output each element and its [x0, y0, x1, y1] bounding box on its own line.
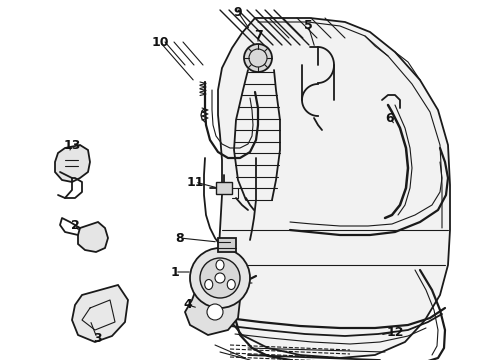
Text: 2: 2: [71, 219, 79, 231]
Circle shape: [207, 304, 223, 320]
Text: 10: 10: [151, 36, 169, 49]
Text: 13: 13: [63, 139, 81, 152]
Text: 5: 5: [304, 18, 313, 32]
Polygon shape: [185, 285, 240, 335]
Ellipse shape: [227, 279, 235, 289]
Circle shape: [215, 273, 225, 283]
Text: 1: 1: [171, 266, 179, 279]
Circle shape: [244, 44, 272, 72]
Text: 9: 9: [234, 5, 243, 18]
Polygon shape: [218, 18, 450, 358]
Text: 6: 6: [386, 112, 394, 125]
Text: 8: 8: [176, 231, 184, 244]
Circle shape: [200, 258, 240, 298]
Bar: [218, 238, 236, 252]
Ellipse shape: [205, 279, 213, 289]
Text: 3: 3: [93, 332, 101, 345]
Polygon shape: [55, 145, 90, 182]
Ellipse shape: [216, 260, 224, 270]
Text: 11: 11: [186, 176, 204, 189]
Circle shape: [190, 248, 250, 308]
Text: 12: 12: [386, 325, 404, 338]
Bar: [216, 182, 232, 194]
Text: 4: 4: [184, 298, 193, 311]
Text: 7: 7: [254, 28, 262, 41]
Polygon shape: [72, 285, 128, 342]
Polygon shape: [78, 222, 108, 252]
